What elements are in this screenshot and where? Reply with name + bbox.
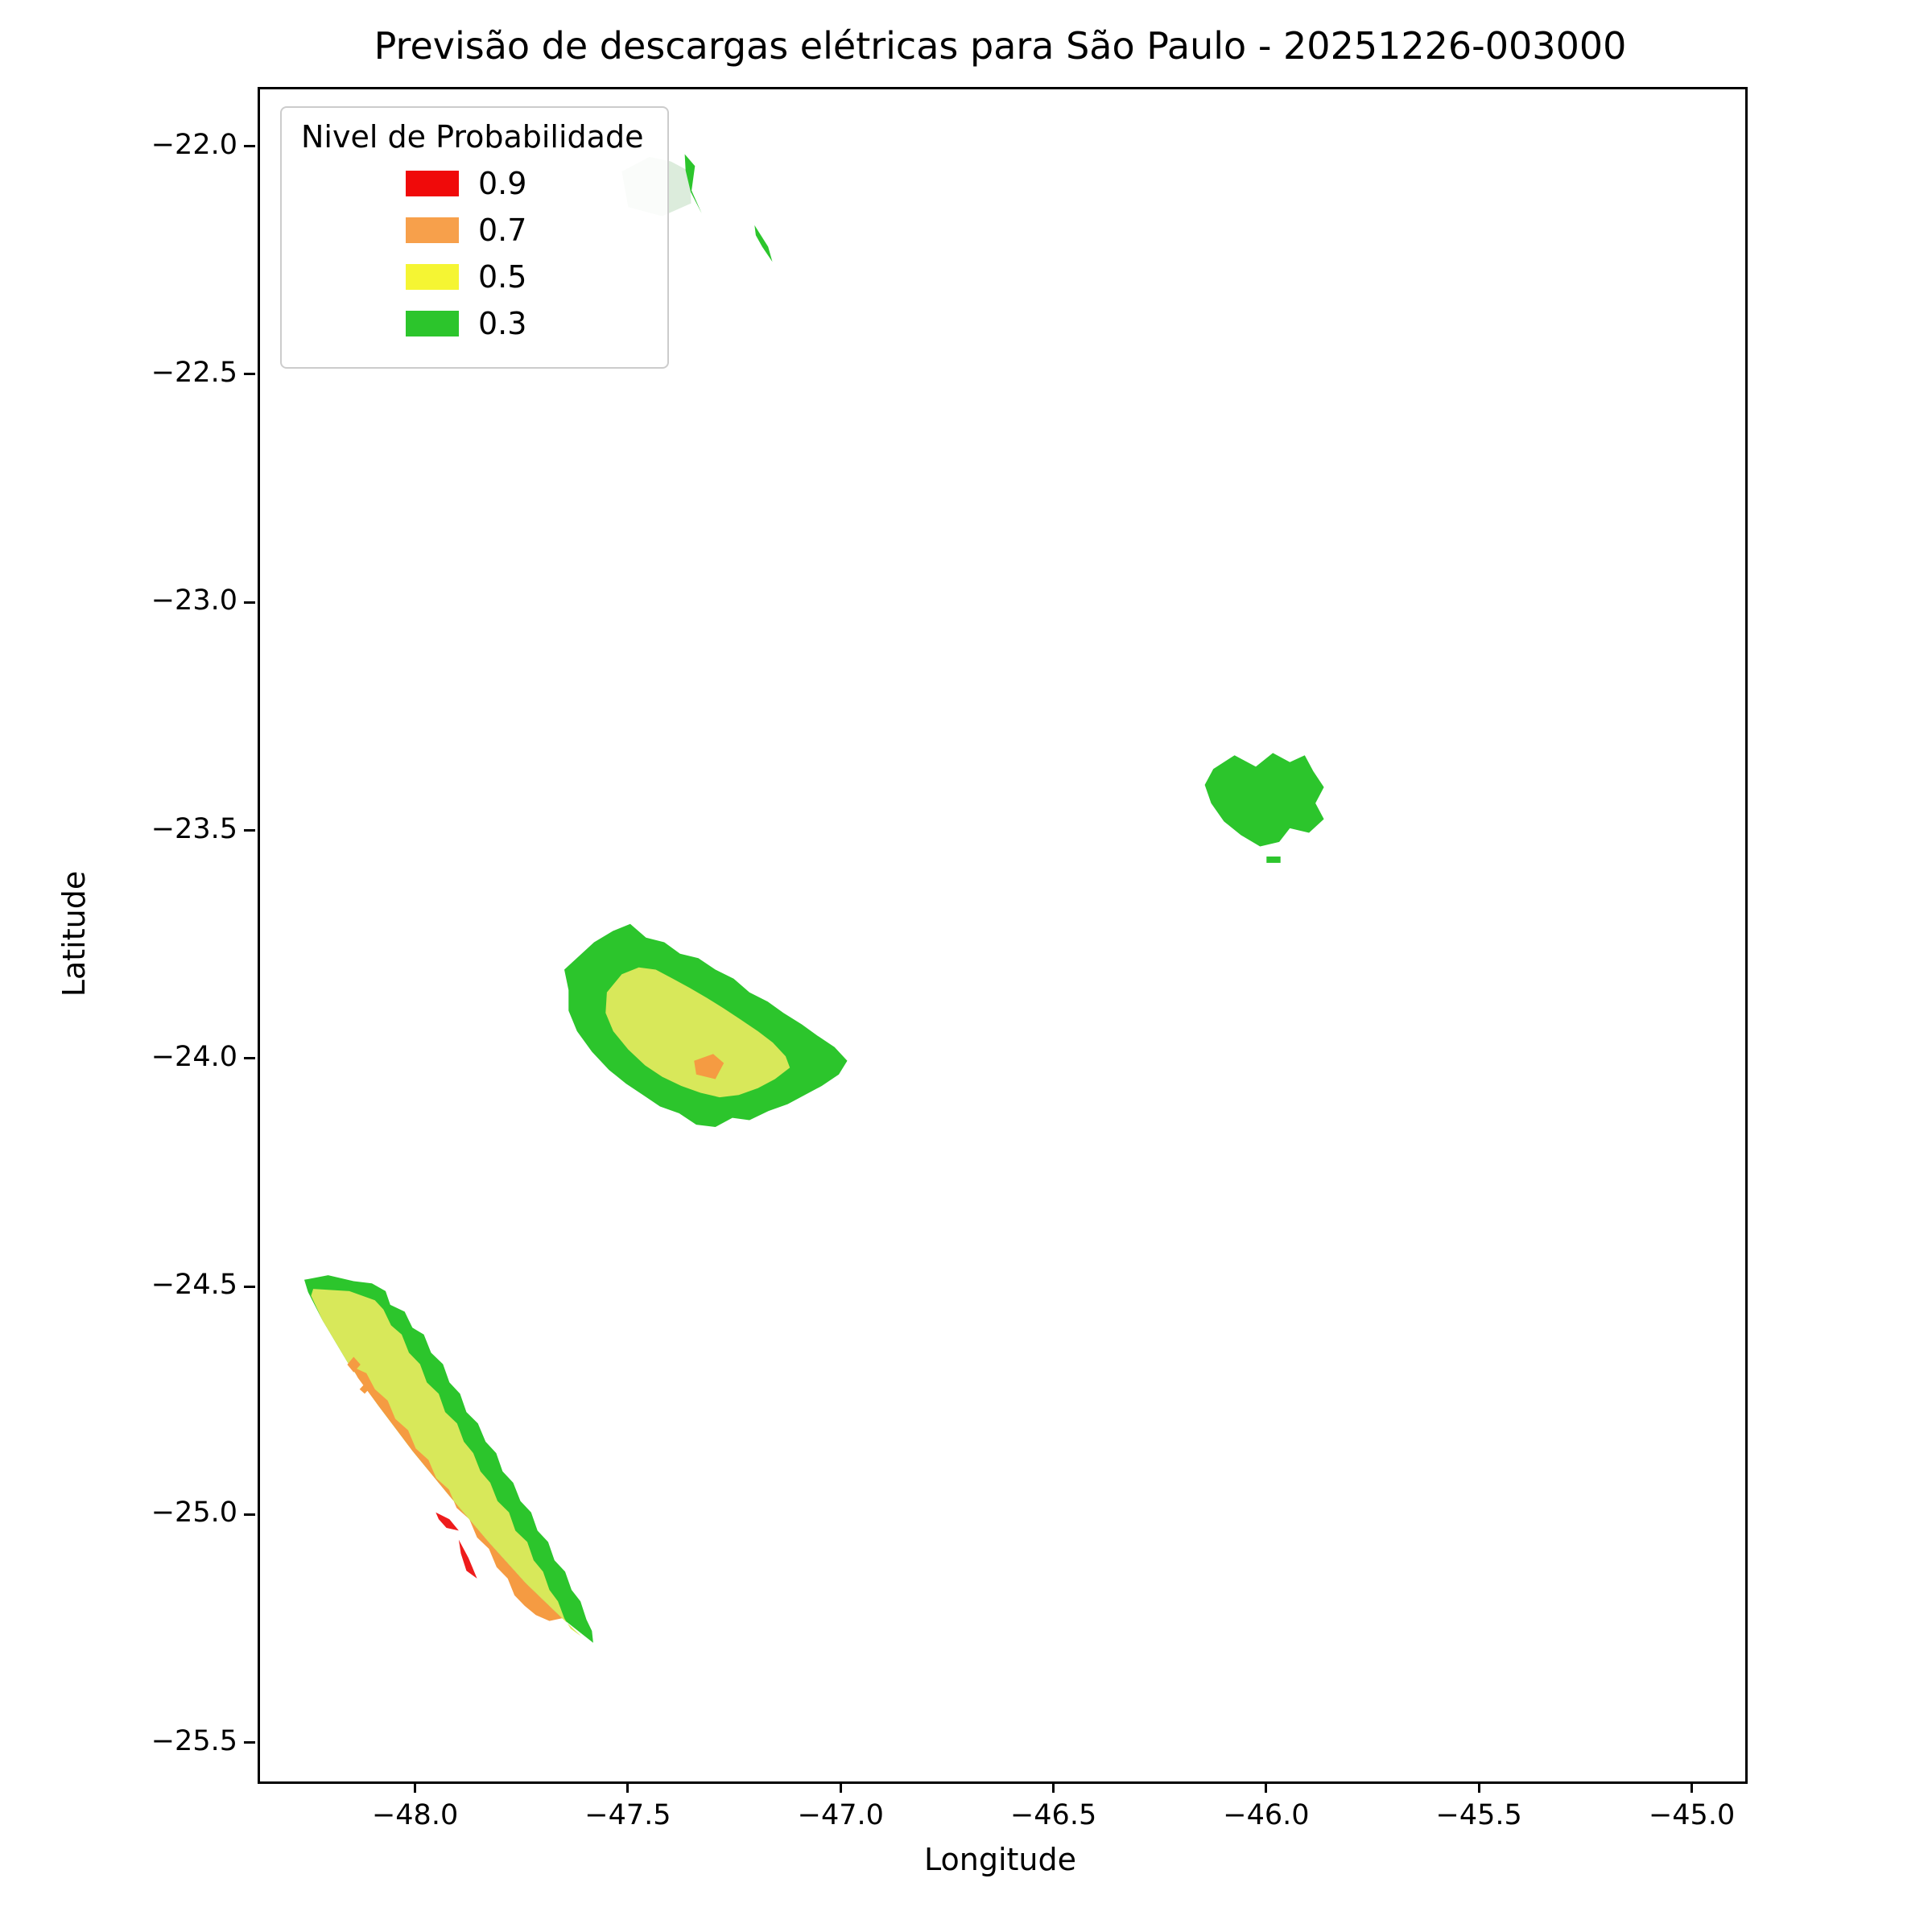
legend-label: 0.7 xyxy=(478,213,527,248)
x-tick-label: −45.5 xyxy=(1435,1799,1522,1831)
x-tick-mark xyxy=(839,1781,842,1793)
x-axis-label: Longitude xyxy=(924,1842,1076,1877)
y-axis-label: Latitude xyxy=(56,870,92,997)
y-tick-label: −25.0 xyxy=(151,1496,237,1530)
x-tick-label: −47.5 xyxy=(584,1799,671,1831)
plot-area xyxy=(258,87,1748,1784)
contour-region-center-inner-yellow xyxy=(605,967,791,1098)
contour-region-southwest-band-orange xyxy=(351,1366,563,1621)
x-tick-mark xyxy=(1265,1781,1268,1793)
y-tick-label: −25.5 xyxy=(151,1724,237,1757)
contour-region-north-green-arrow xyxy=(754,225,773,262)
x-tick-label: −45.0 xyxy=(1648,1799,1736,1831)
x-tick-mark xyxy=(1052,1781,1055,1793)
contour-region-southwest-red-spot-2 xyxy=(458,1539,477,1579)
contour-region-east-green-dash xyxy=(1266,857,1281,863)
chart-title: Previsão de descargas elétricas para São… xyxy=(374,24,1627,68)
y-tick-label: −24.0 xyxy=(151,1040,237,1073)
legend-swatch-0.3 xyxy=(406,311,459,336)
legend-row-0.5: 0.5 xyxy=(406,259,643,295)
legend: Nivel de Probabilidade 0.9 0.7 0.5 0.3 xyxy=(280,106,670,369)
legend-items: 0.9 0.7 0.5 0.3 xyxy=(301,166,643,341)
y-tick-mark xyxy=(244,1057,255,1060)
y-tick-label: −22.0 xyxy=(151,128,237,161)
legend-label: 0.3 xyxy=(478,306,527,341)
x-tick-mark xyxy=(626,1781,630,1793)
y-tick-label: −22.5 xyxy=(151,356,237,389)
contour-region-southwest-orange-dot xyxy=(359,1385,369,1394)
legend-label: 0.9 xyxy=(478,166,527,201)
y-tick-mark xyxy=(244,145,255,148)
y-tick-mark xyxy=(244,1513,255,1516)
y-tick-mark xyxy=(244,1285,255,1288)
legend-row-0.7: 0.7 xyxy=(406,213,643,248)
x-tick-label: −46.5 xyxy=(1009,1799,1097,1831)
y-tick-mark xyxy=(244,1741,255,1744)
y-tick-mark xyxy=(244,373,255,376)
contour-region-southwest-orange-diamond xyxy=(347,1356,361,1373)
x-tick-label: −48.0 xyxy=(371,1799,459,1831)
x-tick-mark xyxy=(1690,1781,1694,1793)
legend-swatch-0.9 xyxy=(406,171,459,196)
y-tick-label: −23.0 xyxy=(151,584,237,617)
legend-title: Nivel de Probabilidade xyxy=(301,119,644,155)
legend-swatch-0.5 xyxy=(406,264,459,290)
x-tick-mark xyxy=(414,1781,417,1793)
contour-region-southwest-red-spot-1 xyxy=(436,1512,459,1531)
legend-label: 0.5 xyxy=(478,259,527,295)
y-tick-label: −24.5 xyxy=(151,1269,237,1302)
legend-swatch-0.7 xyxy=(406,217,459,243)
contour-plot-svg xyxy=(304,154,1324,1643)
contour-region-center-orange-spot xyxy=(694,1054,724,1080)
y-tick-mark xyxy=(244,601,255,604)
x-tick-mark xyxy=(1477,1781,1480,1793)
contour-region-east-green-blob xyxy=(1204,753,1324,847)
legend-row-0.3: 0.3 xyxy=(406,306,643,341)
contour-region-southwest-band-yellow xyxy=(311,1289,582,1637)
contour-region-north-green-sliver xyxy=(684,154,702,214)
y-tick-label: −23.5 xyxy=(151,812,237,845)
x-tick-label: −47.0 xyxy=(797,1799,884,1831)
y-tick-mark xyxy=(244,829,255,832)
x-tick-label: −46.0 xyxy=(1223,1799,1310,1831)
legend-row-0.9: 0.9 xyxy=(406,166,643,201)
